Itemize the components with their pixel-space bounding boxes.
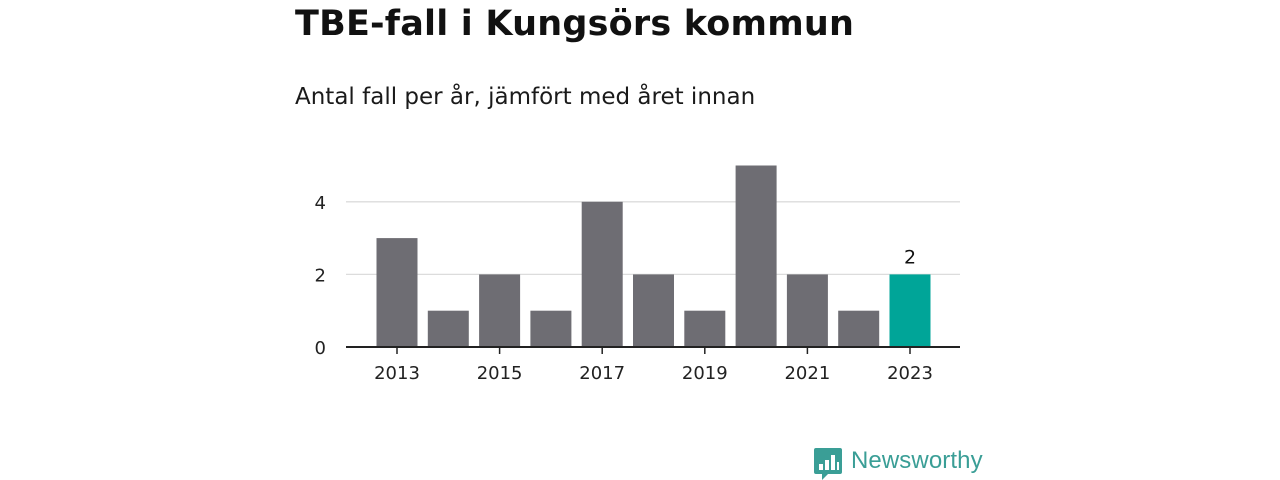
bar-2020 [735,165,777,347]
x-tick-label: 2015 [477,363,523,384]
newsworthy-logo-icon [814,448,842,480]
bar-2017 [581,201,623,347]
x-tick-label: 2019 [682,363,728,384]
x-tick-label: 2023 [887,363,933,384]
bar-2014 [427,310,469,347]
brand-name: Newsworthy [851,447,983,474]
brand-footer: Newsworthy [814,446,983,480]
bar-2015 [479,274,521,347]
x-tick-label: 2017 [579,363,625,384]
y-tick-label: 0 [315,338,326,359]
x-tick-label: 2013 [374,363,420,384]
bar-2018 [633,274,674,347]
y-tick-label: 2 [315,265,326,286]
axes [346,346,960,354]
bar-2023 [889,274,931,347]
chart-subtitle: Antal fall per år, jämfört med året inna… [295,84,756,110]
chart-title: TBE-fall i Kungsörs kommun [295,4,855,44]
bars [376,165,931,347]
grid-lines [346,201,960,276]
data-label-2023: 2 [904,246,916,268]
y-tick-label: 4 [315,193,326,214]
bar-2022 [838,310,880,347]
bar-2013 [376,238,418,347]
labels: 0 2 4 2013 2015 2017 2019 2021 2023 2 [315,193,933,384]
x-tick-label: 2021 [784,363,830,384]
bar-2019 [684,310,726,347]
bar-2021 [786,274,828,347]
bar-2016 [530,310,572,347]
